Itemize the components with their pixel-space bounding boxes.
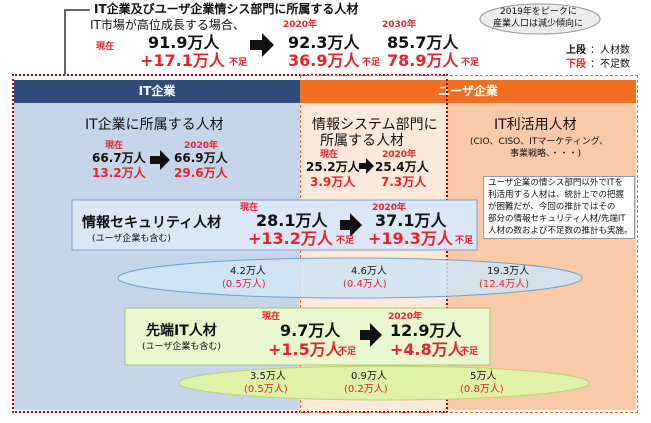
legend-key: 上段: [566, 45, 586, 56]
label: 2020年: [372, 203, 407, 213]
it-company-header: IT企業: [14, 80, 300, 103]
note-line: 人材の数および不足数の推計も実施。: [488, 226, 633, 236]
column-title: IT利活用人材: [494, 117, 577, 133]
label: 2020年: [184, 141, 219, 151]
shortage: 7.3万人: [381, 175, 427, 189]
legend-desc: ：人材数: [590, 45, 630, 56]
box-note: (ユーザ企業も含む): [142, 342, 221, 352]
callout-line: 2019年をピークに: [500, 7, 577, 17]
shortage: +17.1万人: [140, 51, 225, 70]
suffix: 不足: [460, 347, 479, 357]
subtitle: IT市場が高位成長する場合、: [90, 18, 245, 32]
legend-key: 下段: [566, 59, 586, 70]
suffix: 不足: [461, 58, 480, 68]
shortage: 36.9万人: [288, 51, 360, 70]
shortage: +4.8万人: [390, 340, 464, 359]
callout-line: 産業人口は減少傾向に: [493, 19, 584, 29]
shortage: +19.3万人: [368, 229, 453, 248]
security-box: [71, 199, 478, 251]
suffix: 不足: [336, 236, 355, 246]
label: 2020年: [283, 20, 318, 30]
column-title: 情報システム部門に: [312, 117, 438, 133]
suffix: 不足: [229, 58, 248, 68]
label: 現在: [262, 312, 281, 322]
count: 3.5万人: [250, 371, 286, 382]
shortage: (0.8万人): [460, 384, 504, 395]
shortage: +13.2万人: [248, 229, 333, 248]
column-title: IT企業に所属する人材: [85, 117, 224, 133]
count: 28.1万人: [256, 211, 328, 230]
label: 現在: [105, 141, 124, 151]
note-line: 利活用する人材は、統計上での把握: [488, 190, 625, 200]
count: 25.2万人: [306, 160, 360, 174]
title-bracket: [64, 9, 90, 74]
shortage: (0.4万人): [343, 279, 387, 290]
arrow: [360, 323, 382, 347]
shortage: 78.9万人: [387, 51, 459, 70]
suffix: 不足: [338, 347, 357, 357]
arrow: [250, 33, 274, 57]
title: IT企業及びユーザ企業情シス部門に所属する人材: [94, 2, 359, 16]
count: 85.7万人: [387, 33, 459, 52]
shortage: 13.2万人: [92, 166, 146, 180]
label: 2020年: [382, 150, 417, 160]
note-box: [483, 176, 635, 239]
note-line: が困難だが、今回の推計ではその: [488, 202, 616, 212]
box-title: 先端IT人材: [146, 323, 217, 339]
label: 2030年: [382, 20, 417, 30]
count: 92.3万人: [288, 33, 360, 52]
label: 現在: [96, 42, 115, 52]
advanced-ellipse: [178, 365, 590, 401]
count: 25.4万人: [375, 160, 429, 174]
count: 4.2万人: [230, 266, 266, 277]
shortage: 29.6万人: [174, 166, 228, 180]
arrow: [340, 213, 362, 237]
shortage: +1.5万人: [268, 340, 342, 359]
shortage: (12.4万人): [479, 279, 530, 290]
suffix: 不足: [362, 58, 381, 68]
label: 2020年: [388, 312, 423, 322]
count: 4.6万人: [351, 266, 387, 277]
count: 5万人: [470, 371, 497, 382]
box-title: 情報セキュリティ人材: [82, 215, 222, 231]
count: 12.9万人: [390, 321, 462, 340]
arrow: [150, 150, 170, 170]
shortage: (0.2万人): [344, 384, 388, 395]
count: 19.3万人: [487, 266, 530, 277]
label: 現在: [320, 150, 339, 160]
count: 0.9万人: [351, 371, 387, 382]
advanced-box: [124, 307, 491, 366]
count: 91.9万人: [148, 33, 220, 52]
count: 66.7万人: [92, 151, 146, 165]
note-line: ユーザ企業の情シス部門以外でITを: [488, 178, 624, 188]
shortage: 3.9万人: [310, 175, 356, 189]
shortage: (0.5万人): [222, 279, 266, 290]
column-detail: (CIO、CISO、ITマーケティング、: [470, 137, 609, 147]
count: 37.1万人: [375, 211, 447, 230]
box-note: (ユーザ企業も含む): [92, 234, 171, 244]
note-line: 部分の情報セキュリティ人材/先端IT: [488, 214, 626, 224]
arrow: [359, 158, 374, 174]
column-detail: 事業戦略、・・・): [510, 149, 582, 159]
user-company-header: ユーザ企業: [300, 80, 636, 103]
count: 9.7万人: [280, 321, 341, 340]
shortage: (0.5万人): [244, 384, 288, 395]
security-ellipse: [117, 257, 583, 299]
legend-desc: ：不足数: [590, 59, 630, 70]
label: 現在: [240, 203, 259, 213]
count: 66.9万人: [174, 151, 228, 165]
callout-bubble: [479, 3, 601, 35]
suffix: 不足: [455, 236, 474, 246]
column-title: 所属する人材: [320, 133, 404, 149]
